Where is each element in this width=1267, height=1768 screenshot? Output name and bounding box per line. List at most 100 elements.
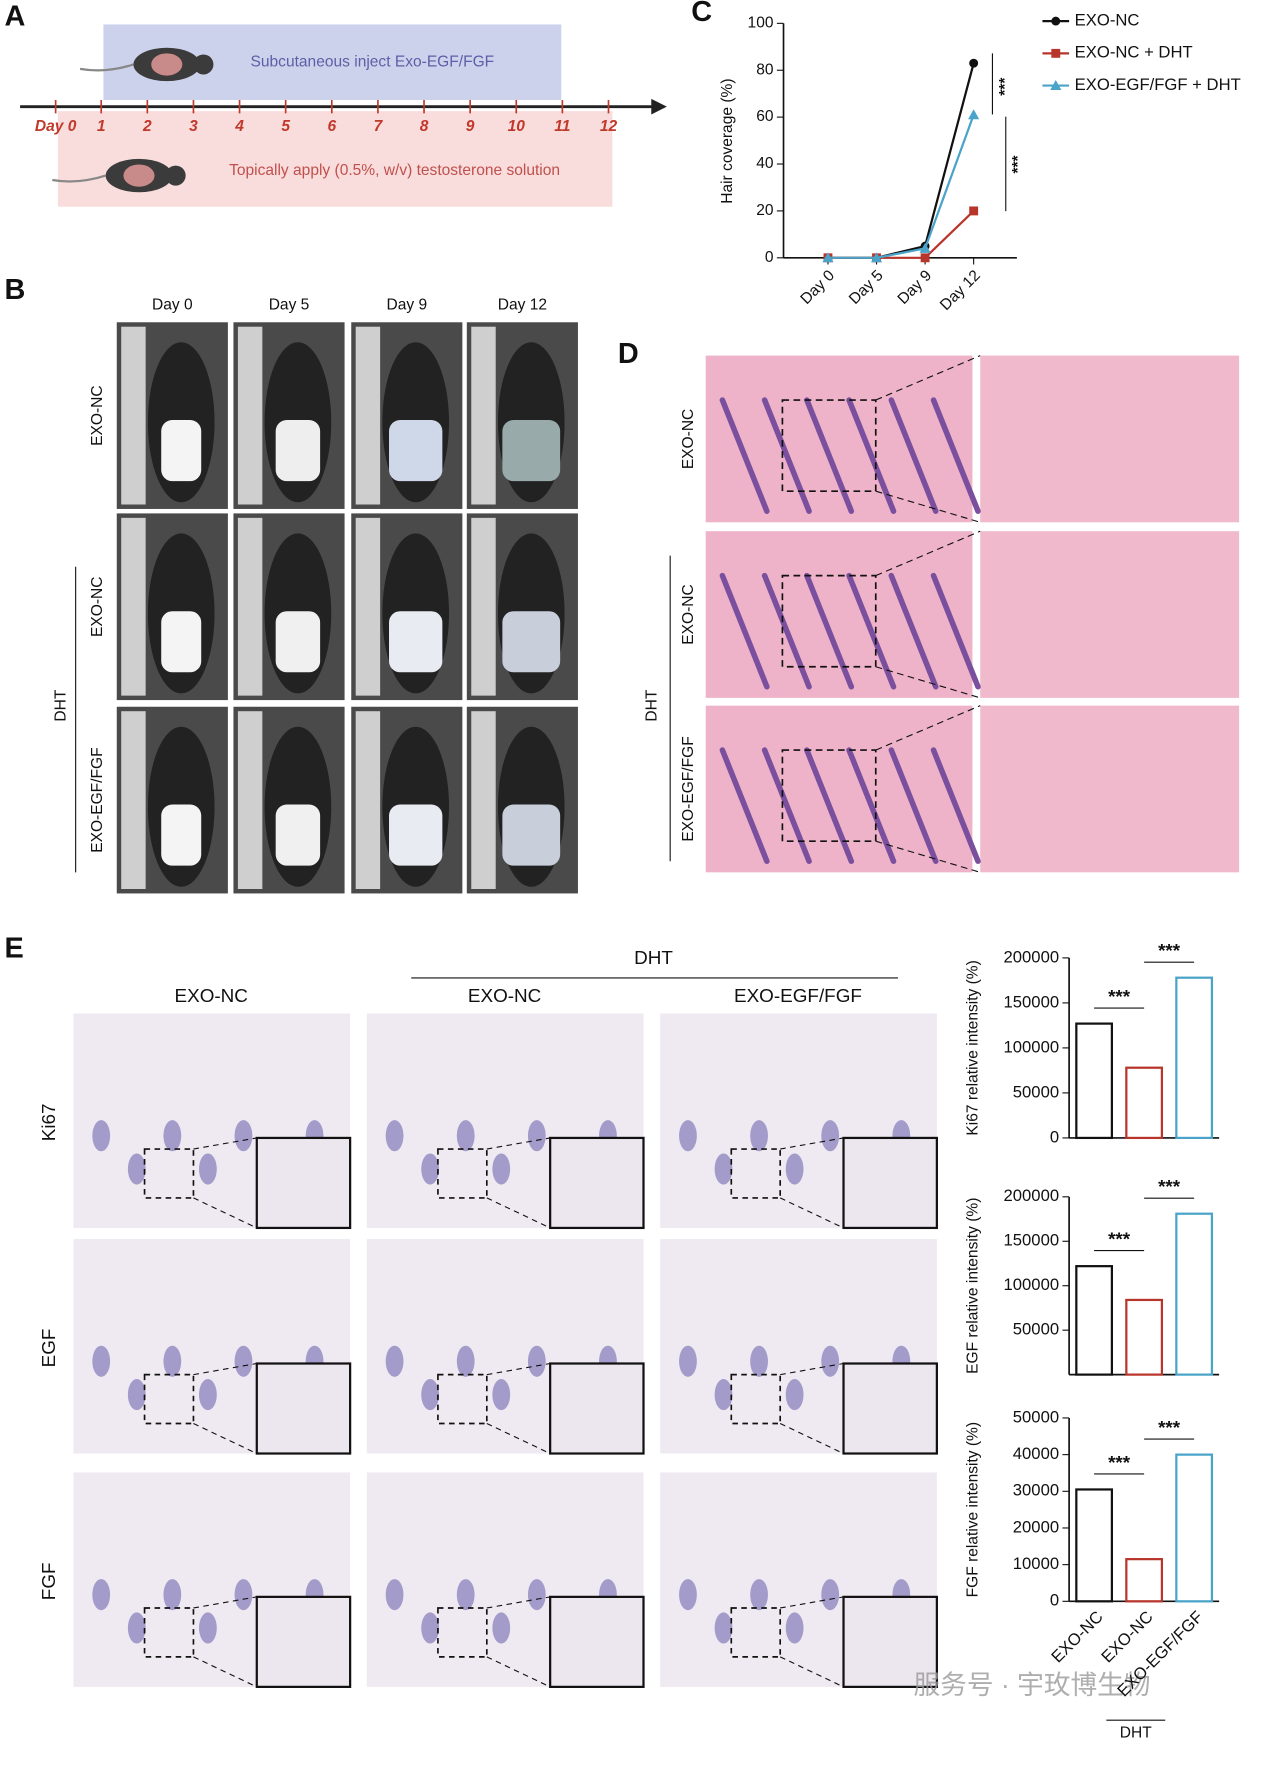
follicle (785, 1379, 804, 1411)
panel-label: B (5, 274, 26, 306)
follicle (199, 1612, 217, 1644)
timeline-label: 11 (554, 118, 570, 135)
zoom-inset (842, 1595, 938, 1688)
bar (1175, 976, 1214, 1140)
zoom-box (730, 1607, 782, 1658)
ruler (355, 711, 381, 890)
marker (1051, 16, 1061, 26)
mouse-icon (123, 164, 155, 187)
zoom-inset (255, 1362, 352, 1455)
column-header: EXO-NC (468, 986, 541, 1007)
follicle (930, 397, 981, 514)
follicle (785, 1612, 804, 1644)
follicle (719, 397, 770, 514)
legend-label: EXO-NC (1075, 11, 1140, 30)
significance: *** (997, 77, 1014, 96)
zoom-box (437, 1148, 488, 1199)
follicle (527, 1120, 546, 1152)
follicle (888, 397, 939, 514)
marker (1051, 48, 1061, 58)
follicle (234, 1579, 253, 1611)
follicle (127, 1153, 146, 1185)
follicle (785, 1153, 804, 1185)
zoom-line (875, 840, 981, 873)
legend-label: EXO-NC + DHT (1075, 43, 1193, 62)
zoom-box (143, 1373, 195, 1425)
timeline-arrow (651, 98, 667, 115)
y-tick-label: 10000 (1013, 1554, 1059, 1573)
follicle (679, 1345, 697, 1377)
he-zoom (980, 355, 1240, 523)
follicle (456, 1579, 475, 1611)
zoom-box (730, 1373, 782, 1425)
follicle (821, 1345, 840, 1377)
he-zoom (980, 531, 1240, 698)
follicle (804, 397, 855, 514)
y-tick-label: 0 (1050, 1591, 1059, 1610)
zoom-line (875, 705, 981, 751)
shaved-area (389, 420, 443, 482)
series-line (827, 114, 975, 259)
zoom-inset (549, 1136, 645, 1230)
y-tick-label: 0 (1050, 1127, 1059, 1146)
watermark: 服务号 · 宇玫博生物 (914, 1670, 1151, 1700)
panel-label: A (5, 0, 26, 32)
column-header: EXO-NC (175, 986, 248, 1007)
y-tick-label: 0 (765, 249, 774, 266)
timeline-label: 7 (374, 118, 384, 135)
legend-label: EXO-EGF/FGF + DHT (1075, 75, 1241, 94)
mouse-icon (79, 63, 134, 72)
follicle (750, 1345, 768, 1377)
zoom-line (486, 1423, 551, 1455)
follicle (714, 1612, 733, 1644)
follicle (421, 1612, 440, 1644)
follicle (761, 747, 812, 864)
significance: *** (1158, 1177, 1181, 1198)
follicle (163, 1579, 182, 1611)
bar (1125, 1298, 1164, 1376)
zoom-box (730, 1148, 782, 1199)
follicle (527, 1579, 546, 1611)
timeline-label: 9 (466, 118, 475, 135)
follicle (761, 572, 812, 690)
ruler (121, 711, 146, 890)
ruler (471, 711, 496, 890)
follicle (750, 1579, 768, 1611)
follicle (163, 1345, 182, 1377)
marker (968, 109, 980, 120)
zoom-inset (255, 1136, 352, 1230)
zoom-inset (549, 1362, 645, 1455)
zoom-line (486, 1362, 551, 1376)
zoom-box (143, 1148, 195, 1199)
y-tick-label: 100 (748, 14, 774, 31)
y-tick-label: 80 (756, 61, 774, 78)
follicle (199, 1379, 217, 1411)
timeline-label: 1 (97, 118, 106, 135)
significance: *** (1108, 1230, 1131, 1251)
follicle (385, 1579, 404, 1611)
follicle (750, 1120, 768, 1152)
timeline-label: 6 (327, 118, 336, 135)
zoom-box (437, 1373, 488, 1425)
follicle (719, 747, 770, 864)
bar (1075, 1022, 1114, 1140)
marker (822, 252, 834, 263)
y-tick-label: 50000 (1013, 1320, 1059, 1339)
mouse-icon (52, 174, 106, 183)
follicle (930, 572, 981, 690)
follicle (127, 1612, 146, 1644)
shaved-area (502, 804, 561, 866)
follicle (679, 1120, 697, 1152)
zoom-line (193, 1596, 257, 1609)
row-label: EGF (39, 1329, 60, 1368)
bar (1125, 1558, 1164, 1603)
follicle (385, 1345, 404, 1377)
follicle (234, 1120, 253, 1152)
panel-label: D (618, 338, 639, 370)
y-axis-label: EGF relative intensity (%) (965, 1198, 982, 1374)
follicle (679, 1579, 697, 1611)
zoom-line (193, 1137, 257, 1150)
significance: *** (1108, 987, 1131, 1008)
follicle (527, 1345, 546, 1377)
shaved-area (161, 611, 202, 673)
